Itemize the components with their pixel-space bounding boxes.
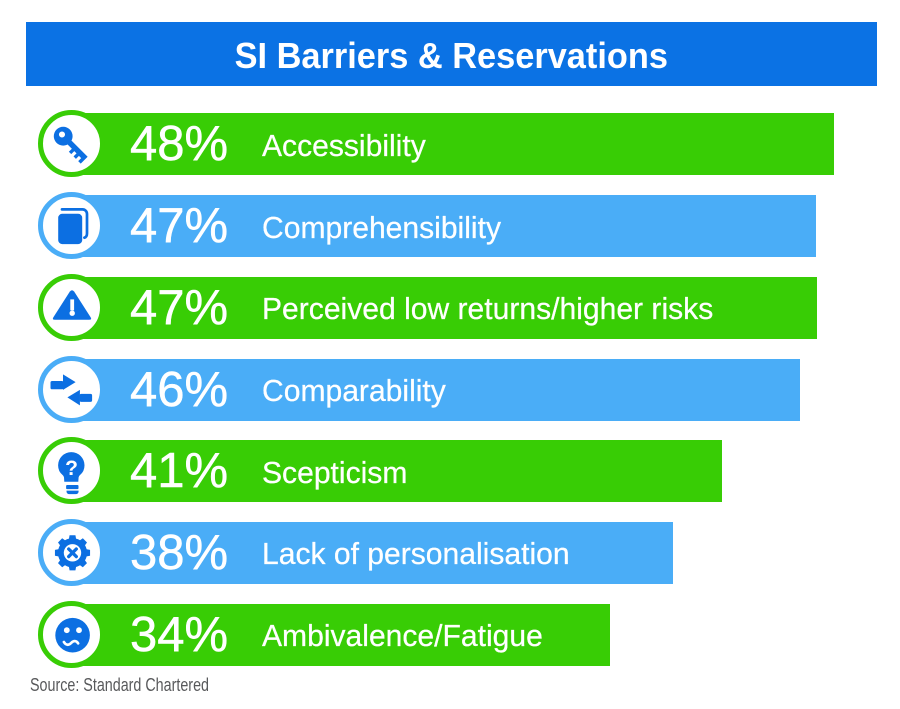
svg-text:?: ?: [65, 457, 78, 480]
